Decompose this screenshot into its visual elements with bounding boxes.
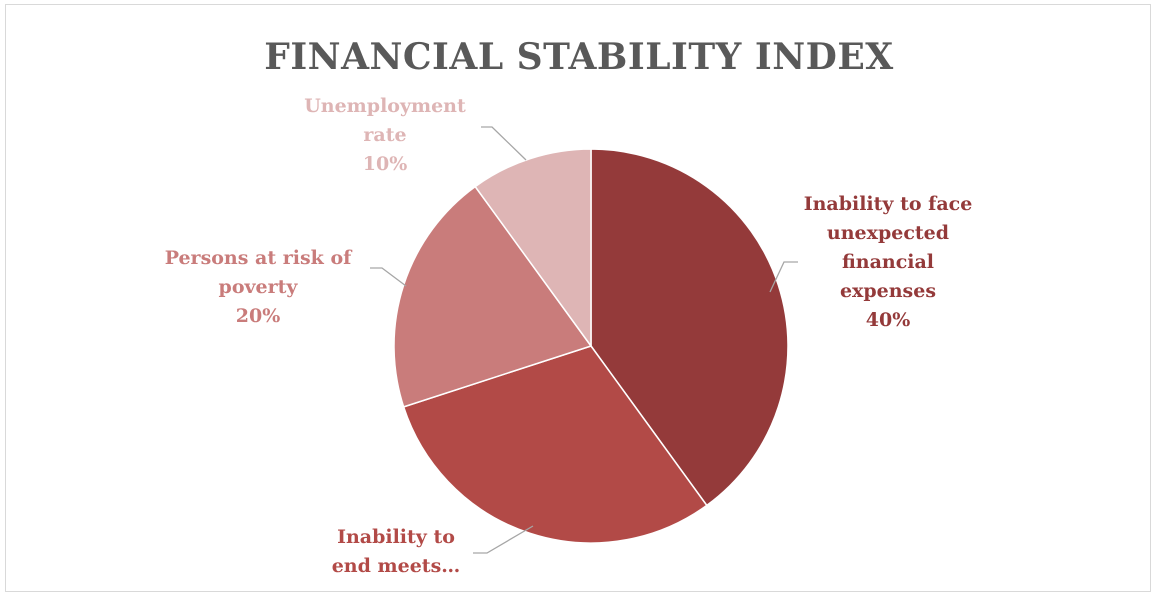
- slice-percent-label: 40%: [866, 309, 911, 331]
- slice-percent-label: 10%: [363, 153, 408, 175]
- leader-line-3: [370, 267, 407, 287]
- slice-label-2: Inability to end meets…: [332, 526, 461, 577]
- pie-slice-1: [590, 148, 789, 507]
- slice-label-line: rate: [363, 124, 406, 146]
- chart-title: FINANCIAL STABILITY INDEX: [264, 36, 894, 78]
- pie-slice-3: [393, 185, 593, 408]
- slice-percent-label: 20%: [236, 305, 281, 327]
- leader-line-1: [769, 261, 798, 293]
- slice-label-line: unexpected: [827, 222, 949, 244]
- pie-slice-2: [402, 345, 708, 544]
- slice-label-line: financial: [842, 251, 934, 273]
- pie-slices: [393, 148, 789, 544]
- slice-label-line: poverty: [219, 276, 299, 298]
- slice-label-line: Inability to: [337, 526, 455, 548]
- slice-labels: Inability to face unexpected financial expe…: [165, 95, 973, 577]
- slice-label-line: end meets…: [332, 555, 461, 577]
- slice-label-1: Inability to face unexpected financial expe…: [804, 193, 973, 331]
- leader-line-2: [473, 525, 534, 554]
- leader-lines: [370, 126, 798, 554]
- pie-slice-4: [474, 148, 592, 349]
- slice-label-line: Persons at risk of: [165, 247, 353, 269]
- slice-label-4: Unemployment rate 10%: [304, 95, 466, 175]
- slice-label-line: expenses: [840, 280, 936, 302]
- slice-label-line: Unemployment: [304, 95, 466, 117]
- slice-label-line: Inability to face: [804, 193, 973, 215]
- slice-label-3: Persons at risk of poverty 20%: [165, 247, 353, 327]
- leader-line-4: [481, 126, 527, 161]
